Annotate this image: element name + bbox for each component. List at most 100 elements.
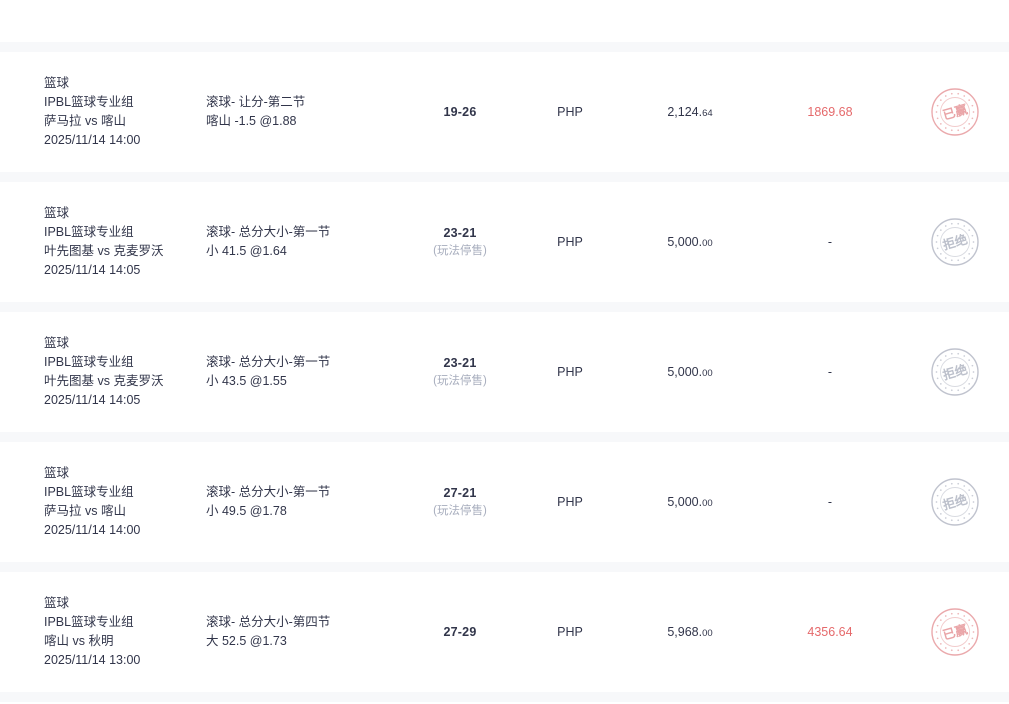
stake-amount: 5,000.00 [667,365,712,379]
status-cell: 已赢 [900,87,1009,137]
event-teams: 萨马拉 vs 喀山 [44,114,126,128]
stake-cell: 5,000.00 [620,233,760,251]
refunded-stamp: 拒绝 [930,477,980,527]
event-cell: 篮球 IPBL篮球专业组 萨马拉 vs 喀山 2025/11/14 14:00 [0,74,200,150]
stake-decimal: 00 [702,628,713,639]
event-time: 2025/11/14 13:00 [44,653,141,667]
bet-record-card[interactable]: 篮球 IPBL篮球专业组 萨马拉 vs 喀山 2025/11/14 14:00 滚球- … [0,442,1009,562]
score-cell: 27-29 [400,623,520,641]
event-time: 2025/11/14 14:00 [44,523,141,537]
stake-amount: 5,000.00 [667,235,712,249]
bet-record-card[interactable]: 篮球 IPBL篮球专业组 萨马拉 vs 喀山 2025/11/14 14:00 滚球- … [0,52,1009,172]
event-sport: 篮球 [44,596,70,610]
event-time: 2025/11/14 14:05 [44,393,141,407]
market-selection: 喀山 -1.5 @1.88 [206,114,297,128]
event-sport: 篮球 [44,466,70,480]
event-league: IPBL篮球专业组 [44,95,134,109]
currency-value: PHP [557,495,583,509]
stake-decimal: 64 [702,108,713,119]
event-league: IPBL篮球专业组 [44,485,134,499]
score-note: (玩法停售) [433,375,487,387]
currency-cell: PHP [520,363,620,381]
market-cell: 滚球- 总分大小-第一节小 49.5 @1.78 [200,483,400,521]
event-time: 2025/11/14 14:00 [44,133,141,147]
payout-value: - [827,235,833,249]
status-cell: 拒绝 [900,347,1009,397]
event-sport: 篮球 [44,206,70,220]
market-type: 滚球- 总分大小-第一节 [206,485,331,499]
score-value: 27-21 [443,486,477,500]
currency-value: PHP [557,625,583,639]
stake-cell: 5,000.00 [620,493,760,511]
stake-decimal: 00 [702,238,713,249]
svg-text:拒绝: 拒绝 [940,361,969,382]
market-cell: 滚球- 让分-第二节 喀山 -1.5 @1.88 [200,93,400,131]
stake-amount: 5,000.00 [667,495,712,509]
score-note: (玩法停售) [433,245,487,257]
event-sport: 篮球 [44,336,70,350]
status-cell: 拒绝 [900,217,1009,267]
score-cell: 19-26 [400,103,520,121]
score-value: 27-29 [443,625,477,639]
score-note: (玩法停售) [433,505,487,517]
status-cell: 拒绝 [900,477,1009,527]
svg-text:已赢: 已赢 [940,621,969,642]
win-stamp: 已赢 [930,87,980,137]
currency-cell: PHP [520,233,620,251]
stake-cell: 5,000.00 [620,363,760,381]
stake-integer: 5,000. [667,365,703,379]
currency-value: PHP [557,365,583,379]
payout-cell: 4356.64 [760,623,900,641]
payout-cell: - [760,233,900,251]
currency-value: PHP [557,105,583,119]
payout-cell: - [760,493,900,511]
bet-record-card[interactable] [0,702,1009,704]
status-stamp [930,0,980,3]
currency-cell: PHP [520,623,620,641]
event-teams: 喀山 vs 秋明 [44,634,114,648]
stake-decimal: 00 [702,498,713,509]
svg-text:拒绝: 拒绝 [940,491,969,512]
event-league: IPBL篮球专业组 [44,615,134,629]
svg-text:拒绝: 拒绝 [940,231,969,252]
payout-value: - [827,495,833,509]
score-cell: 27-21 (玩法停售) [400,484,520,520]
market-type: 滚球- 让分-第二节 [206,95,306,109]
event-time: 2025/11/14 14:05 [44,263,141,277]
event-league: IPBL篮球专业组 [44,355,134,369]
market-type: 滚球- 总分大小-第一节 [206,355,331,369]
event-sport: 篮球 [44,76,70,90]
payout-cell: 1869.68 [760,103,900,121]
stake-cell: 5,968.00 [620,623,760,641]
refunded-stamp: 拒绝 [930,347,980,397]
market-selection: 小 41.5 @1.64 [206,244,287,258]
event-cell: 篮球 IPBL篮球专业组 萨马拉 vs 喀山 2025/11/14 14:00 [0,464,200,540]
bet-record-card[interactable]: 2025/11/14 14:00 [0,0,1009,42]
payout-value: 1869.68 [807,105,853,119]
score-value: 19-26 [443,105,477,119]
stake-amount: 2,124.64 [667,105,712,119]
stake-cell: 2,124.64 [620,103,760,121]
market-cell: 滚球- 总分大小-第一节小 41.5 @1.64 [200,223,400,261]
bet-record-card[interactable]: 篮球 IPBL篮球专业组 叶先图基 vs 克麦罗沃 2025/11/14 14:05 滚… [0,182,1009,302]
event-cell: 篮球 IPBL篮球专业组 叶先图基 vs 克麦罗沃 2025/11/14 14:05 [0,334,200,410]
event-teams: 叶先图基 vs 克麦罗沃 [44,244,164,258]
score-value: 23-21 [443,226,477,240]
payout-value: - [827,365,833,379]
stake-integer: 2,124. [667,105,703,119]
stake-integer: 5,000. [667,495,703,509]
market-selection: 大 52.5 @1.73 [206,634,287,648]
score-cell: 23-21 (玩法停售) [400,354,520,390]
market-selection: 小 49.5 @1.78 [206,504,287,518]
status-cell [900,0,1009,3]
win-stamp: 已赢 [930,607,980,657]
market-cell: 滚球- 总分大小-第一节小 43.5 @1.55 [200,353,400,391]
market-selection: 小 43.5 @1.55 [206,374,287,388]
currency-value: PHP [557,235,583,249]
bet-record-card[interactable]: 篮球 IPBL篮球专业组 喀山 vs 秋明 2025/11/14 13:00 滚球- 总… [0,572,1009,692]
bet-record-card[interactable]: 篮球 IPBL篮球专业组 叶先图基 vs 克麦罗沃 2025/11/14 14:05 滚… [0,312,1009,432]
event-cell: 篮球 IPBL篮球专业组 喀山 vs 秋明 2025/11/14 13:00 [0,594,200,670]
stake-integer: 5,000. [667,235,703,249]
